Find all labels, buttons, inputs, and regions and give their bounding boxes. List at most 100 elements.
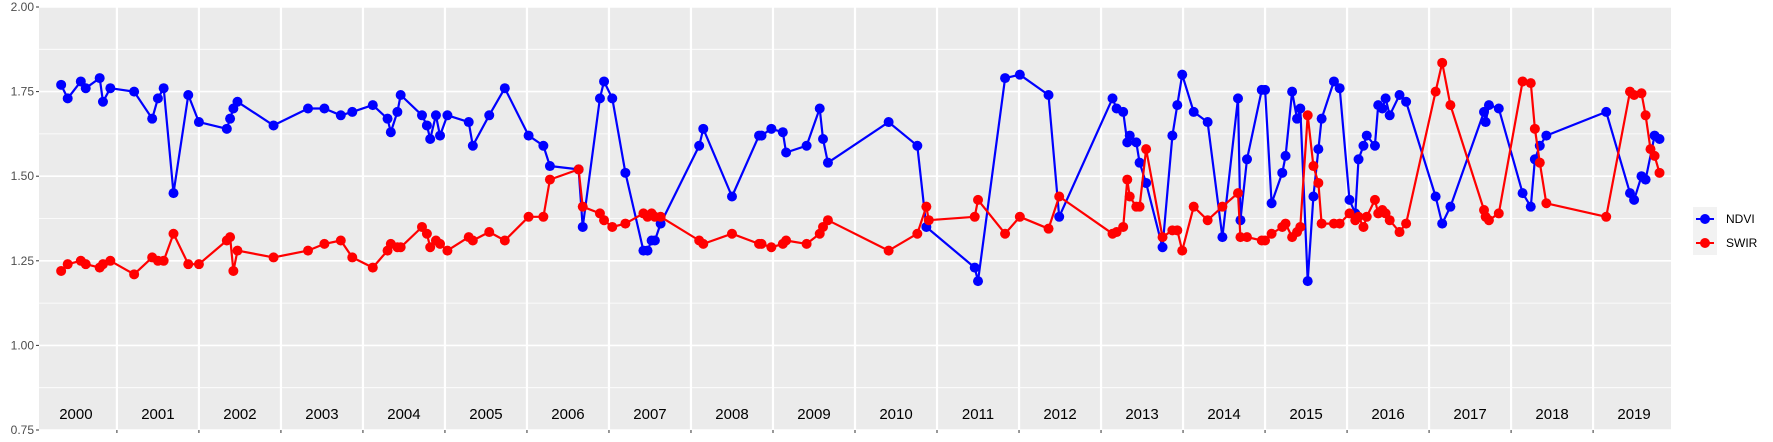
swir-point	[425, 242, 436, 253]
swir-point	[347, 252, 358, 263]
swir-point	[1188, 201, 1199, 212]
series-swir	[56, 57, 1665, 280]
swir-point	[1437, 57, 1448, 68]
ndvi-point	[1277, 167, 1288, 178]
swir-point	[1394, 227, 1405, 238]
ndvi-point	[1124, 130, 1135, 141]
ndvi-point	[147, 113, 158, 124]
ndvi-point	[430, 110, 441, 121]
swir-point	[228, 265, 239, 276]
swir-point	[1122, 174, 1133, 185]
year-label: 2012	[1043, 406, 1076, 423]
year-label: 2018	[1535, 406, 1568, 423]
ndvi-point	[105, 83, 116, 94]
swir-point	[1202, 215, 1213, 226]
swir-point	[1141, 144, 1152, 155]
swir-point	[1640, 110, 1651, 121]
ndvi-point	[766, 123, 777, 134]
swir-point	[1529, 123, 1540, 134]
swir-point	[969, 211, 980, 222]
ndvi-point	[385, 127, 396, 138]
ndvi-point	[367, 100, 378, 111]
ndvi-point	[335, 110, 346, 121]
ndvi-point	[1172, 100, 1183, 111]
swir-point	[183, 259, 194, 270]
ndvi-point	[395, 89, 406, 100]
ndvi-point	[1266, 198, 1277, 209]
year-label: 2016	[1371, 406, 1404, 423]
swir-point	[1358, 221, 1369, 232]
ndvi-point	[818, 133, 829, 144]
ndvi-point	[168, 188, 179, 199]
y-tick-label: 0.75	[11, 423, 35, 437]
ndvi-point	[416, 110, 427, 121]
swir-point	[1172, 225, 1183, 236]
ndvi-point	[1177, 69, 1188, 80]
year-label: 2003	[305, 406, 338, 423]
swir-point	[168, 228, 179, 239]
year-label: 2008	[715, 406, 748, 423]
swir-point	[80, 259, 91, 270]
x-axis-ticks	[116, 430, 1594, 433]
swir-point	[1649, 150, 1660, 161]
ndvi-point	[1287, 86, 1298, 97]
ndvi-point	[1483, 100, 1494, 111]
swir-point	[726, 228, 737, 239]
ndvi-point	[421, 120, 432, 131]
swir-point	[1483, 215, 1494, 226]
swir-point	[973, 194, 984, 205]
ndvi-point	[1430, 191, 1441, 202]
ndvi-point	[620, 167, 631, 178]
year-label: 2009	[797, 406, 830, 423]
ndvi-point	[484, 110, 495, 121]
swir-point	[367, 262, 378, 273]
swir-point	[1217, 201, 1228, 212]
ndvi-point	[463, 117, 474, 128]
ndvi-point	[1043, 89, 1054, 100]
year-label: 2019	[1617, 406, 1650, 423]
swir-point	[1316, 218, 1327, 229]
ndvi-point	[649, 235, 660, 246]
ndvi-point	[435, 130, 446, 141]
ndvi-point	[599, 76, 610, 87]
swir-point	[1344, 208, 1355, 219]
ndvi-point	[1308, 191, 1319, 202]
swir-point	[801, 238, 812, 249]
ndvi-point	[268, 120, 279, 131]
ndvi-point	[726, 191, 737, 202]
ndvi-point	[183, 89, 194, 100]
ndvi-point	[814, 103, 825, 114]
swir-point	[1118, 221, 1129, 232]
swir-point	[620, 218, 631, 229]
ndvi-point	[801, 140, 812, 151]
ndvi-point	[1401, 96, 1412, 107]
ndvi-point	[382, 113, 393, 124]
ndvi-point	[1014, 69, 1025, 80]
year-label: 2010	[879, 406, 912, 423]
swir-point	[1517, 76, 1528, 87]
ndvi-point	[1107, 93, 1118, 104]
swir-point	[1654, 167, 1665, 178]
ndvi-point	[1316, 113, 1327, 124]
y-tick-label: 1.00	[11, 338, 35, 352]
swir-point	[1302, 110, 1313, 121]
year-label: 2007	[633, 406, 666, 423]
swir-point	[1401, 218, 1412, 229]
ndvi-point	[883, 117, 894, 128]
swir-point	[883, 245, 894, 256]
swir-point	[435, 238, 446, 249]
ndvi-point	[538, 140, 549, 151]
swir-point	[1353, 211, 1364, 222]
swir-point	[1157, 232, 1168, 243]
swir-point	[1445, 100, 1456, 111]
ndvi-point	[1640, 174, 1651, 185]
ndvi-point	[1217, 232, 1228, 243]
ndvi-point	[1295, 103, 1306, 114]
swir-point	[302, 245, 313, 256]
legend-key-swir-point	[1700, 238, 1710, 248]
ndvi-point	[1242, 154, 1253, 165]
swir-point	[544, 174, 555, 185]
year-label: 2005	[469, 406, 502, 423]
ndvi-point	[1517, 188, 1528, 199]
